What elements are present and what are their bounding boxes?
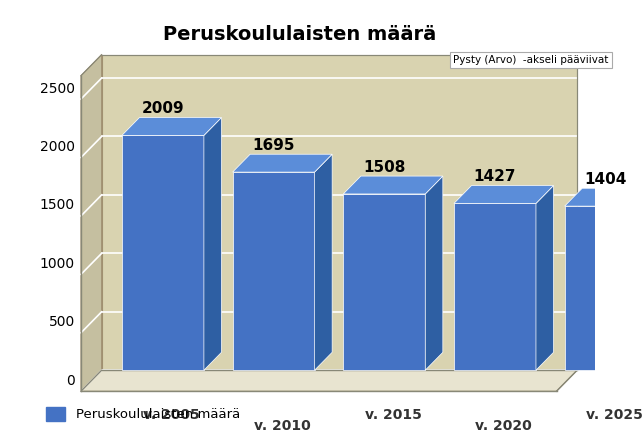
Text: v. 2005: v. 2005 (144, 408, 200, 422)
Polygon shape (425, 176, 443, 370)
Polygon shape (204, 117, 222, 370)
Text: 1695: 1695 (252, 138, 295, 153)
Polygon shape (232, 154, 332, 172)
Text: 2500: 2500 (40, 81, 75, 95)
Text: 1508: 1508 (363, 159, 406, 174)
Polygon shape (343, 194, 425, 370)
Polygon shape (565, 188, 644, 206)
Text: 0: 0 (66, 374, 75, 388)
Polygon shape (536, 186, 554, 370)
Text: 500: 500 (49, 315, 75, 329)
Text: 2000: 2000 (40, 140, 75, 154)
Polygon shape (122, 135, 204, 370)
Polygon shape (81, 370, 577, 391)
Legend: Peruskoululaisten määrä: Peruskoululaisten määrä (41, 402, 245, 427)
Text: Pysty (Arvo)  -akseli pääviivat: Pysty (Arvo) -akseli pääviivat (453, 55, 609, 65)
Polygon shape (454, 203, 536, 370)
Text: v. 2010: v. 2010 (254, 419, 311, 433)
Polygon shape (343, 176, 443, 194)
Text: 1404: 1404 (585, 172, 627, 187)
Text: 1500: 1500 (40, 198, 75, 212)
Polygon shape (122, 117, 222, 135)
Text: v. 2025: v. 2025 (586, 408, 643, 422)
Text: 2009: 2009 (142, 101, 184, 116)
Polygon shape (232, 172, 314, 370)
Text: v. 2015: v. 2015 (365, 408, 421, 422)
Polygon shape (81, 55, 102, 391)
Polygon shape (102, 55, 577, 370)
Polygon shape (454, 186, 554, 203)
Text: Peruskoululaisten määrä: Peruskoululaisten määrä (163, 25, 436, 44)
Text: v. 2020: v. 2020 (475, 419, 532, 433)
Text: 1427: 1427 (474, 169, 516, 184)
Text: 1000: 1000 (40, 257, 75, 271)
Polygon shape (314, 154, 332, 370)
Polygon shape (565, 206, 644, 370)
